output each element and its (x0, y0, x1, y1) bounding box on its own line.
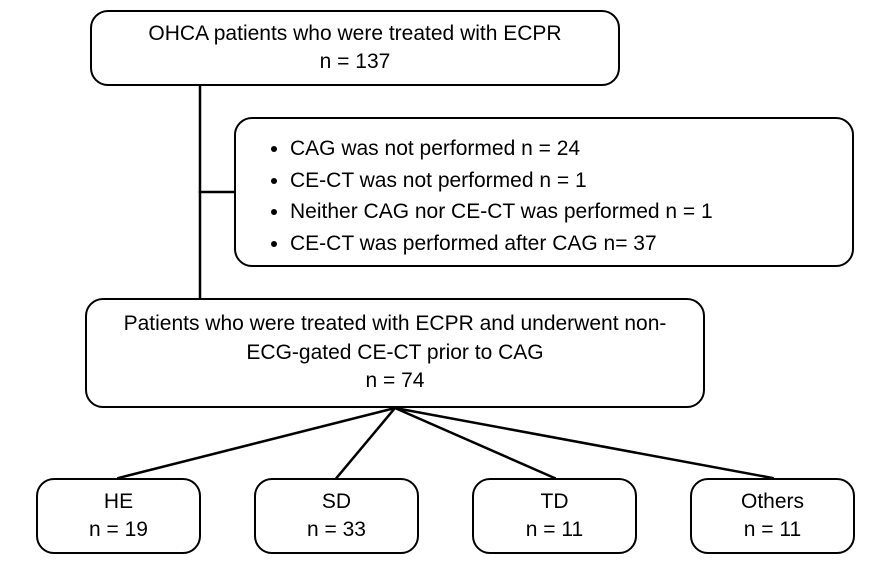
node-top-label: OHCA patients who were treated with ECPR (148, 20, 561, 48)
exclusion-list: CAG was not performed n = 24 CE-CT was n… (266, 133, 832, 259)
flow-node-top: OHCA patients who were treated with ECPR… (90, 10, 620, 86)
node-others-count: n = 11 (744, 516, 801, 544)
node-sd-count: n = 33 (307, 516, 366, 544)
flow-node-td: TD n = 11 (472, 478, 637, 554)
node-he-label: HE (104, 488, 133, 516)
node-td-label: TD (541, 488, 569, 516)
flow-node-others: Others n = 11 (690, 478, 855, 554)
node-sd-label: SD (322, 488, 351, 516)
exclusion-item: CAG was not performed n = 24 (290, 133, 832, 165)
flow-node-sd: SD n = 33 (254, 478, 419, 554)
flow-node-he: HE n = 19 (36, 478, 201, 554)
node-top-count: n = 137 (320, 48, 391, 76)
exclusion-item: CE-CT was not performed n = 1 (290, 165, 832, 197)
node-he-count: n = 19 (89, 516, 148, 544)
exclusion-item: Neither CAG nor CE-CT was performed n = … (290, 196, 832, 228)
flow-node-middle: Patients who were treated with ECPR and … (85, 298, 705, 408)
flow-node-exclusion: CAG was not performed n = 24 CE-CT was n… (234, 117, 854, 267)
node-middle-count: n = 74 (366, 367, 425, 395)
node-middle-label: Patients who were treated with ECPR and … (99, 310, 691, 367)
node-others-label: Others (741, 488, 804, 516)
node-td-count: n = 11 (526, 516, 583, 544)
exclusion-item: CE-CT was performed after CAG n= 37 (290, 228, 832, 260)
